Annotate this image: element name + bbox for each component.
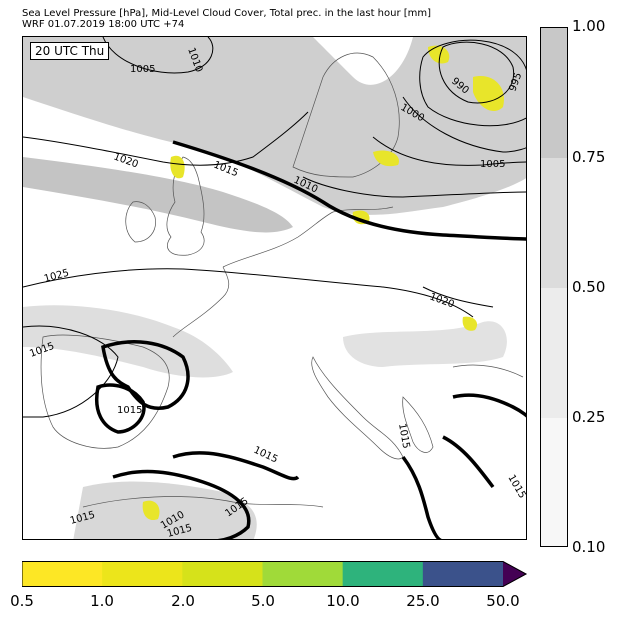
precip-britain (170, 155, 185, 179)
precip-colorbar-segment (22, 561, 103, 587)
cloud-colorbar-segment (541, 158, 567, 288)
isobar-low-ne-990 (438, 41, 515, 104)
isobar-low-nw (102, 37, 214, 74)
ireland-coast (125, 201, 156, 243)
precip-colorbar-segment (342, 561, 424, 587)
cloud-tick-label: 0.75 (572, 148, 606, 166)
precip-tick-label: 2.0 (171, 592, 195, 610)
cloud-colorbar-segment (541, 28, 567, 158)
precip-colorbar-segment (422, 561, 504, 587)
black-sea-coast (452, 364, 524, 378)
precip-colorbar-segment (262, 561, 344, 587)
cloud-band-north (23, 37, 526, 215)
map-subtitle: WRF 01.07.2019 18:00 UTC +74 (22, 19, 185, 30)
italy-coast (311, 356, 404, 460)
precip-africa (142, 500, 160, 521)
precipitation-layer (142, 45, 504, 521)
isobar-1010-east (302, 176, 526, 198)
coastlines (40, 52, 524, 508)
cloud-patch-alps (343, 321, 507, 367)
precip-colorbar-segment (102, 561, 183, 587)
cloud-tick-label: 0.50 (572, 278, 606, 296)
isobar-1000 (402, 96, 526, 153)
isobar-label: 1005 (130, 64, 155, 75)
precip-colorbar-extend-arrow (503, 561, 527, 587)
africa-coast (82, 496, 324, 508)
precip-tick-label: 5.0 (251, 592, 275, 610)
cloud-colorbar-segment (541, 418, 567, 546)
scandinavia-coast (292, 52, 400, 178)
isobar-1015-west (23, 325, 119, 418)
isobar-1005-east (372, 136, 526, 166)
iberia-coast (40, 334, 170, 449)
isobar-label: 1015 (166, 523, 193, 540)
isobar-label: 1015 (396, 423, 411, 450)
isobar-1015-east (452, 393, 526, 418)
isobar-1015-iberia-2 (95, 383, 146, 434)
precip-baltic-2 (373, 150, 399, 167)
cloud-tick-label: 0.10 (572, 538, 606, 556)
isobar-1015-greece (442, 435, 495, 489)
cloud-tick-label: 1.00 (572, 17, 606, 35)
cloud-colorbar-segment (541, 288, 567, 418)
isobar-1020-south (422, 286, 494, 308)
precip-colorbar-segment (182, 561, 263, 587)
cloud-cover-colorbar (540, 27, 568, 547)
precip-tick-label: 25.0 (406, 592, 440, 610)
continent-coast (172, 206, 394, 338)
greece-coast (402, 396, 434, 453)
cloud-patch-africa (73, 481, 257, 539)
map-title: Sea Level Pressure [hPa], Mid-Level Clou… (22, 8, 432, 19)
isobar-1015-iberia-1 (101, 340, 190, 410)
precip-tick-label: 10.0 (326, 592, 360, 610)
cloud-band-channel (23, 157, 293, 233)
time-label: 20 UTC Thu (30, 42, 110, 60)
precip-scandinavia (428, 45, 450, 64)
precip-east (462, 316, 478, 331)
precip-tick-label: 0.5 (10, 592, 34, 610)
precip-tick-label: 50.0 (486, 592, 520, 610)
isobar-1015-main (172, 140, 526, 241)
isobar-1020-north (23, 111, 309, 166)
map-canvas: 1005 1010 990 995 1000 1020 1015 1010 10… (23, 37, 526, 540)
precip-colorbar (22, 561, 527, 587)
cloud-tick-label: 0.25 (572, 408, 606, 426)
britain-coast (166, 156, 205, 256)
isobar-1015-italy (401, 455, 443, 539)
isobar-1025 (23, 268, 474, 318)
precip-baltic-1 (473, 76, 504, 112)
isobar-label: 1015 (117, 405, 142, 416)
precip-tick-label: 1.0 (90, 592, 114, 610)
isobar-label: 1005 (480, 159, 505, 170)
isobar-1015-africa (112, 469, 251, 539)
isobars-thick (95, 140, 526, 539)
weather-map: 1005 1010 990 995 1000 1020 1015 1010 10… (22, 36, 527, 540)
isobar-1015-med (172, 451, 300, 481)
isobar-low-ne-995 (419, 39, 526, 127)
isobars-thin (23, 37, 526, 418)
